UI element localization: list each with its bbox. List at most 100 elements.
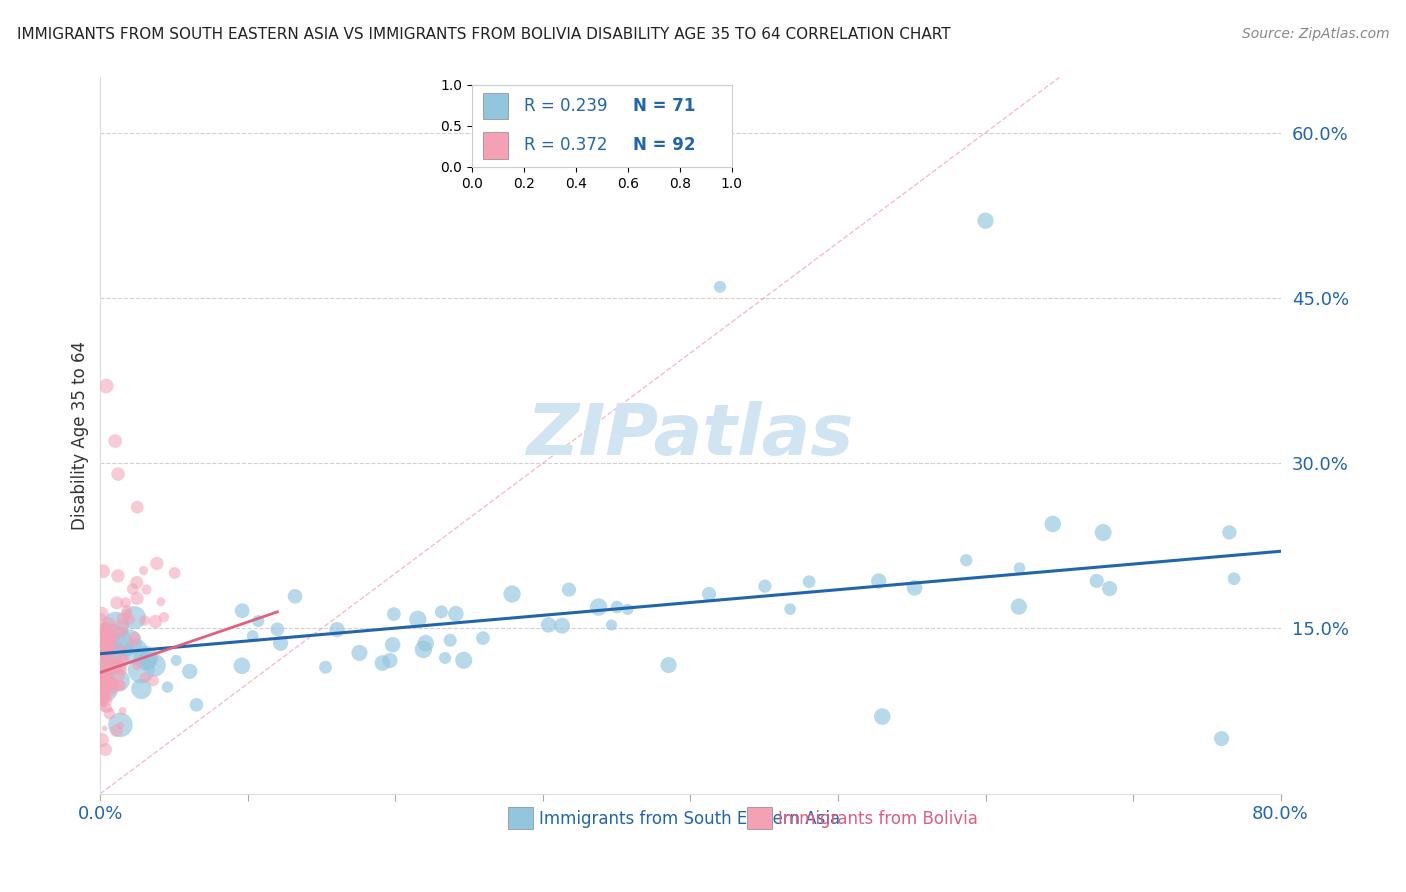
Point (90, 628, 112, 642)
Point (110, 653, 132, 667)
Point (94, 651, 117, 665)
Point (104, 434, 127, 448)
Point (91, 696, 114, 710)
Point (96, 637, 118, 651)
Point (103, 630, 125, 644)
Point (94, 634, 117, 648)
Point (110, 718, 132, 732)
Point (870, 709, 893, 723)
Point (90, 630, 112, 644)
Point (96, 656, 118, 670)
Point (110, 718, 132, 732)
Point (90, 676, 112, 690)
Point (1092, 525, 1115, 540)
Point (107, 569, 129, 583)
Point (122, 635, 145, 649)
Point (124, 630, 146, 644)
Point (91, 666, 114, 681)
Point (90, 635, 112, 649)
Point (779, 602, 801, 616)
Point (94, 648, 117, 662)
Point (537, 618, 560, 632)
Point (94, 640, 117, 654)
Point (156, 680, 179, 694)
Point (90, 659, 112, 673)
Point (90, 628, 112, 642)
Point (558, 582, 581, 597)
Point (91, 689, 114, 703)
Point (104, 624, 127, 639)
Point (101, 657, 124, 671)
Point (315, 660, 337, 674)
Point (501, 587, 523, 601)
Point (134, 614, 156, 628)
Point (105, 596, 128, 610)
Point (107, 467, 129, 482)
Point (430, 605, 453, 619)
Point (96, 669, 118, 683)
Point (658, 658, 681, 673)
Text: Immigrants from South Eastern Asia: Immigrants from South Eastern Asia (538, 810, 839, 828)
Point (349, 646, 371, 660)
Point (132, 564, 155, 578)
Point (110, 619, 132, 633)
Point (406, 612, 429, 626)
Point (91, 666, 114, 681)
Point (125, 591, 148, 606)
Point (90, 626, 112, 640)
Point (96, 630, 118, 644)
Point (90, 670, 112, 684)
Point (104, 660, 127, 674)
Point (125, 575, 148, 590)
Point (93, 721, 115, 735)
Point (472, 631, 495, 645)
Point (146, 557, 169, 571)
Point (974, 213, 997, 227)
Point (127, 658, 149, 673)
Text: ZIPatlas: ZIPatlas (527, 401, 855, 470)
Point (101, 632, 124, 646)
Point (94, 664, 117, 678)
Point (231, 658, 253, 673)
Point (111, 611, 134, 625)
Point (453, 653, 475, 667)
Point (91, 657, 114, 672)
Point (104, 618, 127, 632)
Point (616, 602, 638, 616)
Point (1042, 516, 1064, 531)
Point (97, 673, 120, 688)
Point (135, 582, 157, 597)
Point (94, 673, 117, 688)
Point (90, 677, 112, 691)
Point (124, 610, 146, 624)
Point (588, 600, 610, 615)
Point (107, 668, 129, 682)
Point (868, 574, 890, 588)
Point (114, 653, 136, 667)
Point (107, 673, 129, 688)
Text: IMMIGRANTS FROM SOUTH EASTERN ASIA VS IMMIGRANTS FROM BOLIVIA DISABILITY AGE 35 : IMMIGRANTS FROM SOUTH EASTERN ASIA VS IM… (17, 27, 950, 42)
Point (101, 647, 124, 661)
Point (101, 677, 124, 691)
Point (93, 623, 115, 637)
Point (129, 663, 152, 677)
Point (100, 638, 122, 652)
Point (90, 636, 112, 650)
Point (266, 622, 288, 636)
Point (97, 622, 120, 636)
Point (434, 651, 457, 665)
Point (115, 607, 138, 622)
Point (110, 679, 132, 693)
Point (96, 690, 118, 704)
Point (111, 625, 134, 640)
Point (118, 613, 141, 627)
Point (371, 656, 394, 670)
Point (97, 641, 120, 656)
Point (96, 379, 118, 393)
Point (111, 704, 134, 718)
Point (1008, 599, 1031, 614)
Point (231, 604, 253, 618)
Point (96, 660, 118, 674)
Point (444, 607, 467, 621)
Point (412, 642, 434, 657)
